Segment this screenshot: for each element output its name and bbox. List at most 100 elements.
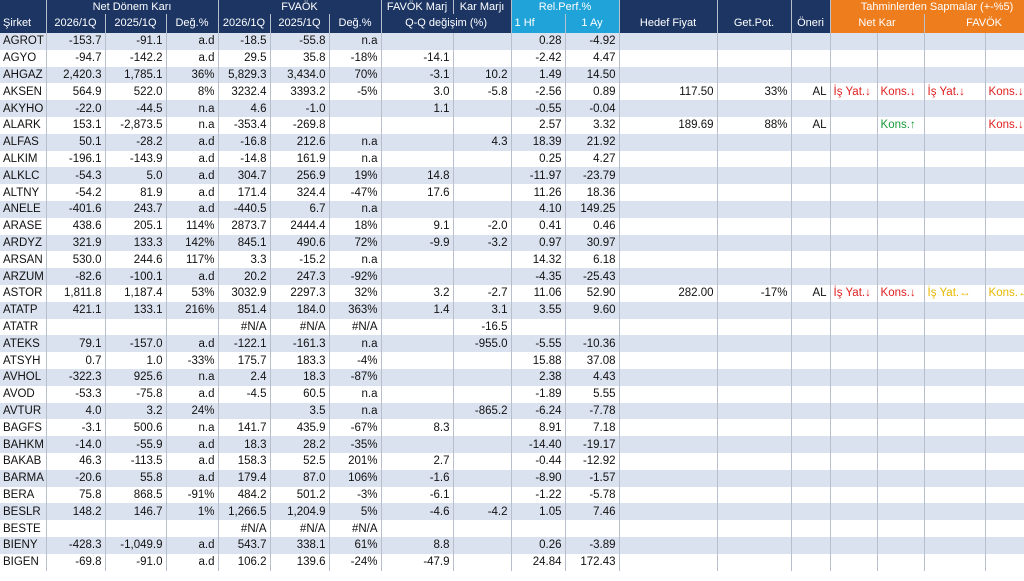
cell-rel-1ay: 5.55 xyxy=(565,385,620,403)
cell-get-pot: -17% xyxy=(717,284,792,302)
cell-oneri: AL xyxy=(791,116,831,134)
cell-sapma-netkar-isyat xyxy=(830,553,878,571)
col-hedef-fiyat[interactable]: Hedef Fiyat xyxy=(619,14,718,33)
cell-sapma-favok-isyat xyxy=(924,251,986,269)
cell-sapma-favok-kons: Kons.↓ xyxy=(985,116,1024,134)
col-f-2026[interactable]: 2026/1Q xyxy=(218,14,271,33)
table-row[interactable]: BIENY -428.3 -1,049.9 a.d 543.7 338.1 61% 8.8 0.… xyxy=(0,536,1024,554)
table-row[interactable]: BAGFS -3.1 500.6 n.a 141.7 435.9 -67% 8.3 8.91 7.… xyxy=(0,419,1024,437)
cell-oneri xyxy=(791,33,831,50)
cell-favok-2025: 2444.4 xyxy=(270,217,330,235)
cell-favok-2025: 338.1 xyxy=(270,536,330,554)
col-1hf[interactable]: 1 Hf xyxy=(511,14,566,33)
cell-oneri xyxy=(791,318,831,336)
cell-net-2026: 75.8 xyxy=(46,486,106,504)
table-row[interactable]: ATSYH 0.7 1.0 -33% 175.7 183.3 -4% 15.88 37.08 xyxy=(0,352,1024,369)
table-row[interactable]: ALFAS 50.1 -28.2 a.d -16.8 212.6 n.a 4.3 18.39 21… xyxy=(0,133,1024,151)
table-row[interactable]: BIGEN -69.8 -91.0 a.d 106.2 139.6 -24% -47.9 24.… xyxy=(0,553,1024,571)
col-sirket[interactable]: Şirket xyxy=(0,14,47,33)
cell-sapma-favok-kons xyxy=(985,335,1024,353)
cell-favok-deg: n.a xyxy=(329,200,382,218)
cell-net-2026: -401.6 xyxy=(46,200,106,218)
col-favok[interactable]: FAVÖK xyxy=(924,14,1024,33)
cell-rel-1hf: -1.22 xyxy=(511,486,566,504)
col-qq-degisim[interactable]: Q-Q değişim (%) xyxy=(381,14,512,33)
cell-net-2026: 0.7 xyxy=(46,352,106,369)
cell-favok-deg: n.a xyxy=(329,335,382,353)
cell-sapma-netkar-isyat xyxy=(830,33,878,50)
cell-sapma-favok-isyat: İş Yat.↔ xyxy=(924,284,986,302)
table-row[interactable]: BESTE #N/A #N/A #N/A xyxy=(0,520,1024,537)
cell-rel-1hf: 15.88 xyxy=(511,352,566,369)
col-get-pot[interactable]: Get.Pot. xyxy=(717,14,792,33)
cell-sapma-netkar-isyat xyxy=(830,217,878,235)
table-row[interactable]: BAKAB 46.3 -113.5 a.d 158.3 52.5 201% 2.7 -0.44-… xyxy=(0,452,1024,470)
cell-rel-1ay: 18.36 xyxy=(565,184,620,201)
cell-favok-marj: 8.3 xyxy=(381,419,454,437)
cell-net-deg: a.d xyxy=(166,49,219,67)
cell-kar-marji xyxy=(453,385,512,403)
table-row[interactable]: ARDYZ 321.9 133.3 142% 845.1 490.6 72% -9.9 -3.2… xyxy=(0,234,1024,252)
col-net-2026[interactable]: 2026/1Q xyxy=(46,14,106,33)
cell-kar-marji: 4.3 xyxy=(453,133,512,151)
table-row[interactable]: ALKIM -196.1 -143.9 a.d -14.8 161.9 n.a 0.25 4.2… xyxy=(0,150,1024,168)
cell-rel-1ay: 172.43 xyxy=(565,553,620,571)
table-row[interactable]: AVHOL -322.3 925.6 n.a 2.4 18.3 -87% 2.38 4.43 xyxy=(0,368,1024,386)
table-row[interactable]: AHGAZ 2,420.3 1,785.1 36% 5,829.3 3,434.0 70% -… xyxy=(0,66,1024,84)
table-row[interactable]: AVOD -53.3 -75.8 a.d -4.5 60.5 n.a -1.89 5.55 xyxy=(0,385,1024,403)
col-f-2025[interactable]: 2025/1Q xyxy=(270,14,330,33)
table-row[interactable]: AKSEN 564.9 522.0 8% 3232.4 3393.2 -5% 3.0 -5.8-… xyxy=(0,83,1024,101)
cell-net-2026: 4.0 xyxy=(46,402,106,420)
table-row[interactable]: AGYO -94.7 -142.2 a.d 29.5 35.8 -18% -14.1 -2.42… xyxy=(0,49,1024,67)
col-net-kar[interactable]: Net Kar xyxy=(830,14,925,33)
table-row[interactable]: BERA 75.8 868.5 -91% 484.2 501.2 -3% -6.1 -1.22-… xyxy=(0,486,1024,504)
cell-rel-1ay: 7.18 xyxy=(565,419,620,437)
cell-net-2025: -2,873.5 xyxy=(105,116,167,134)
table-row[interactable]: AVTUR 4.0 3.2 24% 3.5 n.a -865.2 -6.24 -7.78 xyxy=(0,402,1024,420)
cell-sapma-favok-kons xyxy=(985,150,1024,168)
table-row[interactable]: ANELE -401.6 243.7 a.d -440.5 6.7 n.a 4.10 149.2… xyxy=(0,200,1024,218)
table-row[interactable]: ARSAN 530.0 244.6 117% 3.3 -15.2 n.a 14.32 6.18 xyxy=(0,251,1024,269)
cell-get-pot xyxy=(717,486,792,504)
col-oneri[interactable]: Öneri xyxy=(791,14,831,33)
cell-oneri xyxy=(791,352,831,369)
cell-rel-1ay: 37.08 xyxy=(565,352,620,369)
cell-sapma-netkar-kons xyxy=(877,452,925,470)
cell-kar-marji xyxy=(453,150,512,168)
cell-sapma-favok-kons xyxy=(985,368,1024,386)
table-row[interactable]: BAHKM -14.0 -55.9 a.d 18.3 28.2 -35% -14.40 -19.… xyxy=(0,436,1024,453)
cell-kar-marji xyxy=(453,419,512,437)
cell-net-deg: n.a xyxy=(166,368,219,386)
table-row[interactable]: ALARK 153.1 -2,873.5 n.a -353.4 -269.8 2.57 3.3… xyxy=(0,116,1024,134)
table-row[interactable]: AGROT -153.7 -91.1 a.d -18.5 -55.8 n.a 0.28 -4.9… xyxy=(0,33,1024,50)
cell-sapma-netkar-isyat xyxy=(830,469,878,487)
cell-ticker: BAHKM xyxy=(0,436,47,453)
cell-sapma-netkar-kons xyxy=(877,100,925,117)
cell-ticker: AHGAZ xyxy=(0,66,47,84)
cell-ticker: ALARK xyxy=(0,116,47,134)
col-net-deg[interactable]: Değ.% xyxy=(166,14,219,33)
col-1ay[interactable]: 1 Ay xyxy=(565,14,620,33)
table-row[interactable]: BESLR 148.2 146.7 1% 1,266.5 1,204.9 5% -4.6 -4.… xyxy=(0,503,1024,521)
col-net-2025[interactable]: 2025/1Q xyxy=(105,14,167,33)
table-row[interactable]: ARASE 438.6 205.1 114% 2873.7 2444.4 18% 9.1 -2.… xyxy=(0,217,1024,235)
cell-favok-deg: #N/A xyxy=(329,318,382,336)
group-fvaok: FVAÖK xyxy=(218,0,382,14)
cell-sapma-netkar-isyat: İş Yat.↓ xyxy=(830,284,878,302)
cell-favok-marj: 3.0 xyxy=(381,83,454,101)
table-row[interactable]: AKYHO -22.0 -44.5 n.a 4.6 -1.0 1.1 -0.55 -0.04 xyxy=(0,100,1024,117)
table-row[interactable]: ATEKS 79.1 -157.0 a.d -122.1 -161.3 n.a -955.0-… xyxy=(0,335,1024,353)
cell-net-2025: 55.8 xyxy=(105,469,167,487)
cell-favok-2026: 4.6 xyxy=(218,100,271,117)
table-row[interactable]: BARMA -20.6 55.8 a.d 179.4 87.0 106% -1.6 -8.90-… xyxy=(0,469,1024,487)
table-row[interactable]: ASTOR 1,811.8 1,187.4 53% 3032.9 2297.3 32% 3.2… xyxy=(0,284,1024,302)
table-row[interactable]: ATATP 421.1 133.1 216% 851.4 184.0 363% 1.4 3.1 3… xyxy=(0,301,1024,319)
col-f-deg[interactable]: Değ.% xyxy=(329,14,382,33)
cell-net-2025: 244.6 xyxy=(105,251,167,269)
table-row[interactable]: ATATR #N/A #N/A #N/A -16.5 xyxy=(0,318,1024,336)
table-row[interactable]: ALTNY -54.2 81.9 a.d 171.4 324.4 -47% 17.6 11.26… xyxy=(0,184,1024,201)
cell-sapma-favok-kons xyxy=(985,419,1024,437)
cell-ticker: AGYO xyxy=(0,49,47,67)
table-row[interactable]: ALKLC -54.3 5.0 a.d 304.7 256.9 19% 14.8 -11.97-… xyxy=(0,167,1024,185)
table-row[interactable]: ARZUM -82.6 -100.1 a.d 20.2 247.3 -92% -4.35 -25… xyxy=(0,268,1024,285)
